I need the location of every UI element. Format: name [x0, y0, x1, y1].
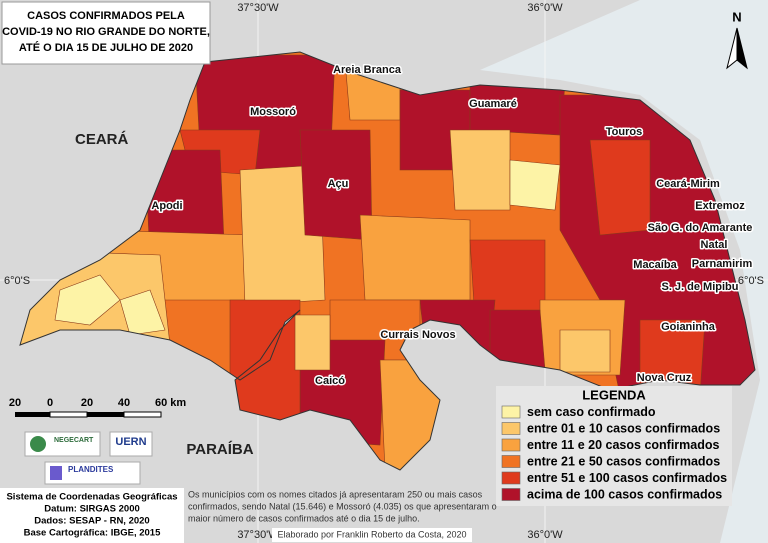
legend-label: entre 01 e 10 casos confirmados	[527, 421, 720, 435]
graticule-label: 37°30'W	[237, 2, 279, 14]
title-box	[1, 1, 211, 65]
city-label: Apodi	[151, 200, 182, 212]
logo	[109, 431, 153, 457]
city-label: Currais Novos	[380, 329, 455, 341]
logos: NEGECART UERN PLANDITES	[24, 431, 153, 485]
city-label: Caicó	[315, 375, 345, 387]
legend-title: LEGENDA	[582, 387, 646, 402]
legend-swatch	[501, 438, 521, 452]
city-label: Extremoz	[695, 200, 745, 212]
city-labels: Areia Branca Mossoró Guamaré Touros Apodi Açu…	[150, 62, 754, 388]
logo-text: PLANDITES	[68, 465, 114, 474]
logo	[44, 461, 141, 485]
city-label: Ceará-Mirim	[656, 178, 720, 190]
footer-line: Sistema de Coordenadas Geográficas	[6, 492, 177, 503]
city-label: S. J. de Mipibu	[661, 281, 738, 293]
legend-swatch	[501, 488, 521, 501]
legend-box	[496, 386, 732, 506]
footer-box	[0, 488, 184, 543]
legend-items: sem caso confirmado entre 01 e 10 casos c…	[501, 405, 727, 501]
city-label: Goianinha	[661, 321, 716, 333]
municipality	[359, 214, 471, 301]
legend-swatch	[501, 455, 521, 468]
scale-bar: 20 0 20 40 60 km	[9, 397, 186, 418]
scale-label: 40	[118, 397, 130, 409]
credit-box	[272, 528, 472, 542]
footer-line: Datum: SIRGAS 2000	[44, 504, 140, 515]
city-label: Nova Cruz	[637, 372, 692, 384]
scale-label: 20	[81, 397, 93, 409]
title-line: COVID-19 NO RIO GRANDE DO NORTE,	[2, 26, 210, 38]
city-label: Areia Branca	[333, 64, 402, 76]
city-label: Macaíba	[633, 259, 677, 271]
municipality	[469, 84, 566, 136]
legend-label: entre 51 e 100 casos confirmados	[527, 471, 727, 485]
municipality	[449, 129, 511, 211]
city-label: Açu	[328, 178, 349, 190]
north-label: N	[732, 9, 741, 24]
city-label: Touros	[606, 126, 642, 138]
logo-text: NEGECART	[54, 437, 94, 444]
neighbor-label: PARAÍBA	[186, 441, 253, 458]
ocean	[480, 0, 768, 543]
municipality	[119, 289, 166, 336]
municipality	[559, 329, 611, 373]
title-line: CASOS CONFIRMADOS PELA	[27, 10, 185, 22]
legend-label: entre 11 e 20 casos confirmados	[527, 438, 720, 452]
legend-swatch	[501, 405, 521, 419]
footer-line: Dados: SESAP - RN, 2020	[34, 516, 149, 527]
note-line: maior número de casos confirmados até o …	[188, 513, 420, 523]
footer-line: Base Cartográfica: IBGE, 2015	[24, 528, 161, 539]
note-line: confirmados, sendo Natal (15.646) e Moss…	[188, 501, 497, 511]
scale-label: 60 km	[155, 397, 186, 409]
city-label: Mossoró	[250, 106, 296, 118]
neighbor-label: CEARÁ	[75, 131, 129, 148]
graticule-label: 6°0'S	[4, 275, 30, 287]
municipality	[54, 274, 121, 326]
graticule-label: 37°30'W	[237, 529, 279, 541]
logo-text: UERN	[115, 436, 146, 448]
graticule-label: 6°0'S	[738, 275, 764, 287]
legend-label: entre 21 e 50 casos confirmados	[527, 454, 720, 468]
legend-label: sem caso confirmado	[527, 405, 656, 419]
legend-swatch	[501, 422, 521, 435]
city-label: Parnamirim	[692, 258, 753, 270]
city-label: São G. do Amarante	[648, 222, 753, 234]
municipality	[509, 159, 561, 211]
municipality	[294, 314, 331, 371]
scale-label: 20	[9, 397, 21, 409]
scale-label: 0	[47, 397, 53, 409]
north-arrow: N	[726, 9, 748, 70]
graticule-label: 36°0'W	[527, 2, 563, 14]
note-line: Os municípios com os nomes citados já ap…	[188, 489, 483, 499]
city-label: Natal	[701, 239, 728, 251]
graticule-label: 36°0'W	[527, 529, 563, 541]
city-label: Guamaré	[469, 98, 517, 110]
legend-label: acima de 100 casos confirmados	[527, 487, 722, 501]
title-line: ATÉ O DIA 15 DE JULHO DE 2020	[19, 41, 193, 54]
municipality	[589, 139, 651, 236]
legend-swatch	[501, 471, 521, 485]
credit: Elaborado por Franklin Roberto da Costa,…	[277, 529, 466, 539]
